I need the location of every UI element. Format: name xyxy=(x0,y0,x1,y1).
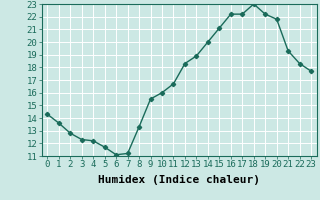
X-axis label: Humidex (Indice chaleur): Humidex (Indice chaleur) xyxy=(98,175,260,185)
